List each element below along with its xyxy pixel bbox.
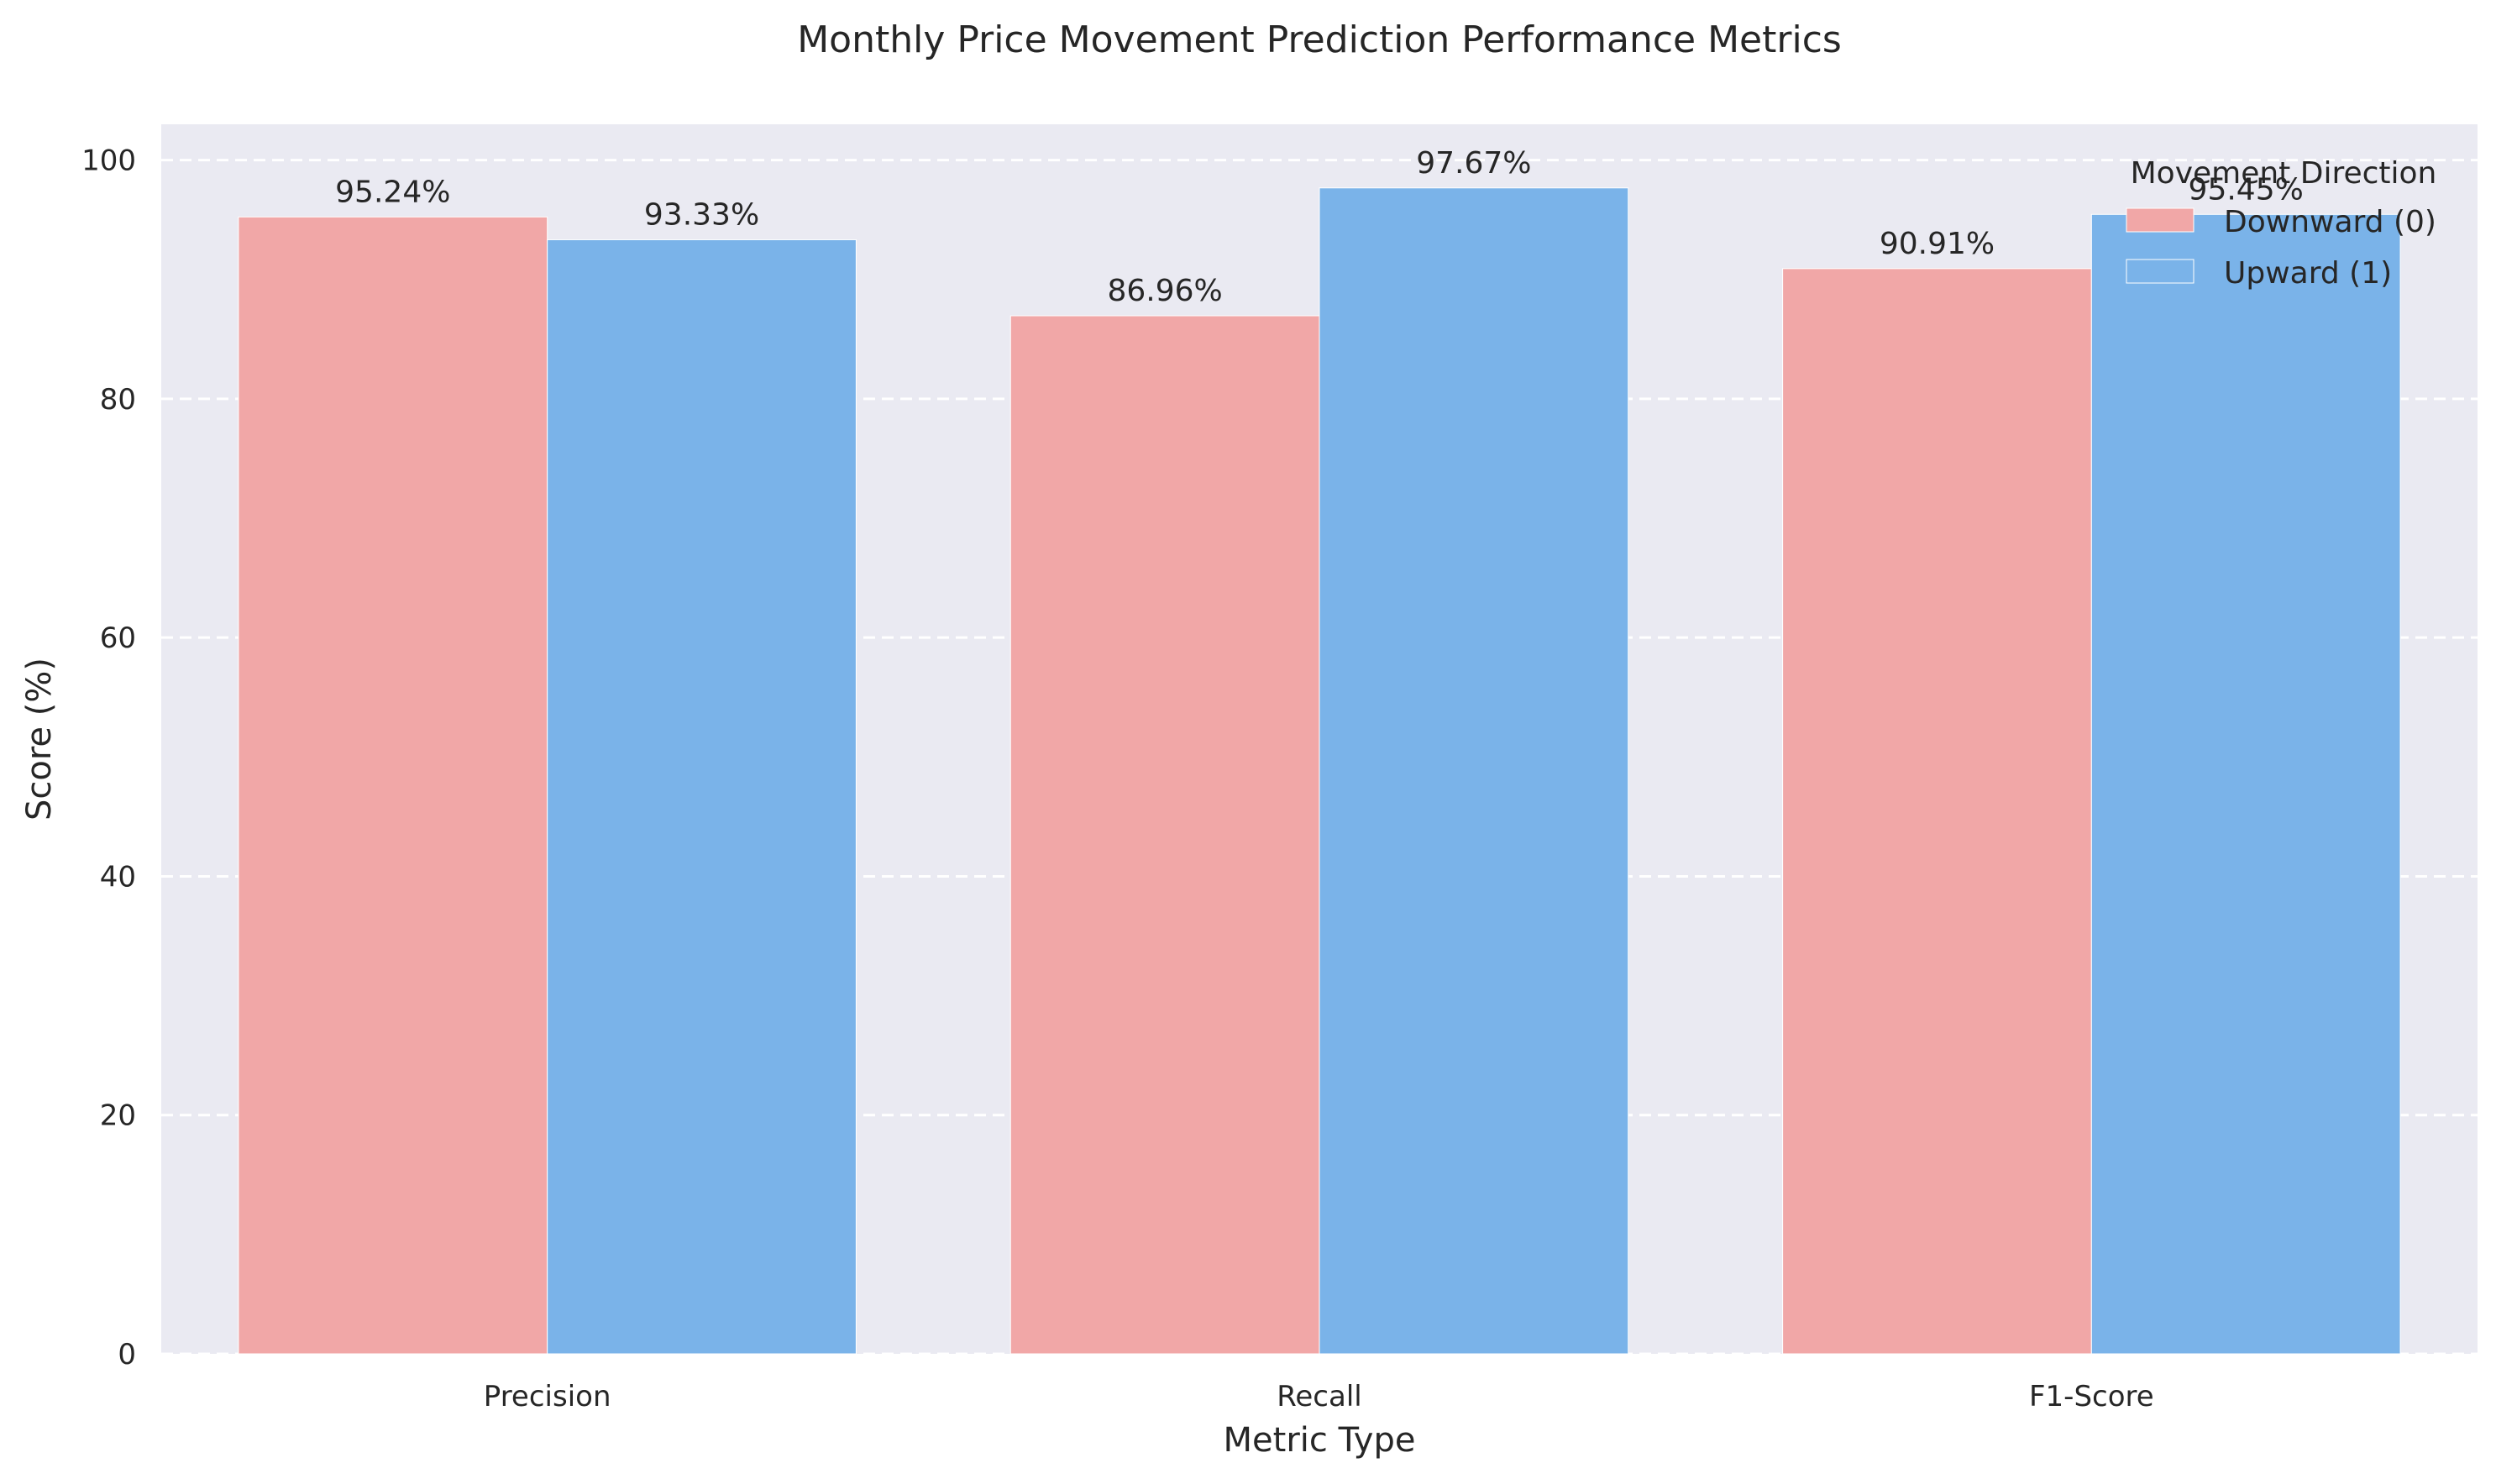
bar-recall-upward <box>1319 187 1629 1355</box>
y-ticks: 0 20 40 60 80 100 <box>81 144 136 1371</box>
y-tick-label: 20 <box>100 1099 136 1133</box>
data-labels: 95.24% 93.33% 86.96% 97.67% 90.91% 95.45% <box>335 146 2304 308</box>
data-label: 95.45% <box>2189 172 2304 207</box>
data-label: 95.24% <box>335 175 450 209</box>
y-axis-label: Score (%) <box>20 658 59 821</box>
data-label: 90.91% <box>1880 227 1995 261</box>
bar-recall-downward <box>1009 315 1320 1355</box>
y-tick-label: 100 <box>81 144 136 178</box>
y-tick-label: 40 <box>100 860 136 894</box>
legend-title: Movement Direction <box>2131 156 2437 191</box>
data-label: 93.33% <box>644 197 759 232</box>
data-label: 97.67% <box>1416 146 1531 181</box>
legend-swatch-upward <box>2126 259 2194 284</box>
x-ticks: Precision Recall F1-Score <box>484 1380 2154 1413</box>
x-tick-label: Precision <box>484 1380 611 1413</box>
legend: Movement Direction Downward (0) Upward (… <box>2126 156 2436 291</box>
legend-label-upward: Upward (1) <box>2224 256 2392 291</box>
y-tick-label: 0 <box>118 1338 136 1371</box>
chart-title: Monthly Price Movement Prediction Perfor… <box>797 18 1842 61</box>
x-tick-label: Recall <box>1277 1380 1361 1413</box>
data-label: 86.96% <box>1107 274 1222 308</box>
bar-f1-score-upward <box>2090 213 2401 1355</box>
bar-precision-upward <box>547 239 857 1355</box>
y-tick-label: 80 <box>100 383 136 417</box>
bars <box>238 187 2401 1355</box>
x-axis-label: Metric Type <box>1224 1421 1416 1460</box>
legend-label-downward: Downward (0) <box>2224 205 2436 239</box>
bar-precision-downward <box>238 216 548 1355</box>
legend-swatch-downward <box>2126 207 2194 233</box>
x-tick-label: F1-Score <box>2029 1380 2154 1413</box>
y-tick-label: 60 <box>100 621 136 655</box>
bar-f1-score-downward <box>1782 268 2092 1355</box>
